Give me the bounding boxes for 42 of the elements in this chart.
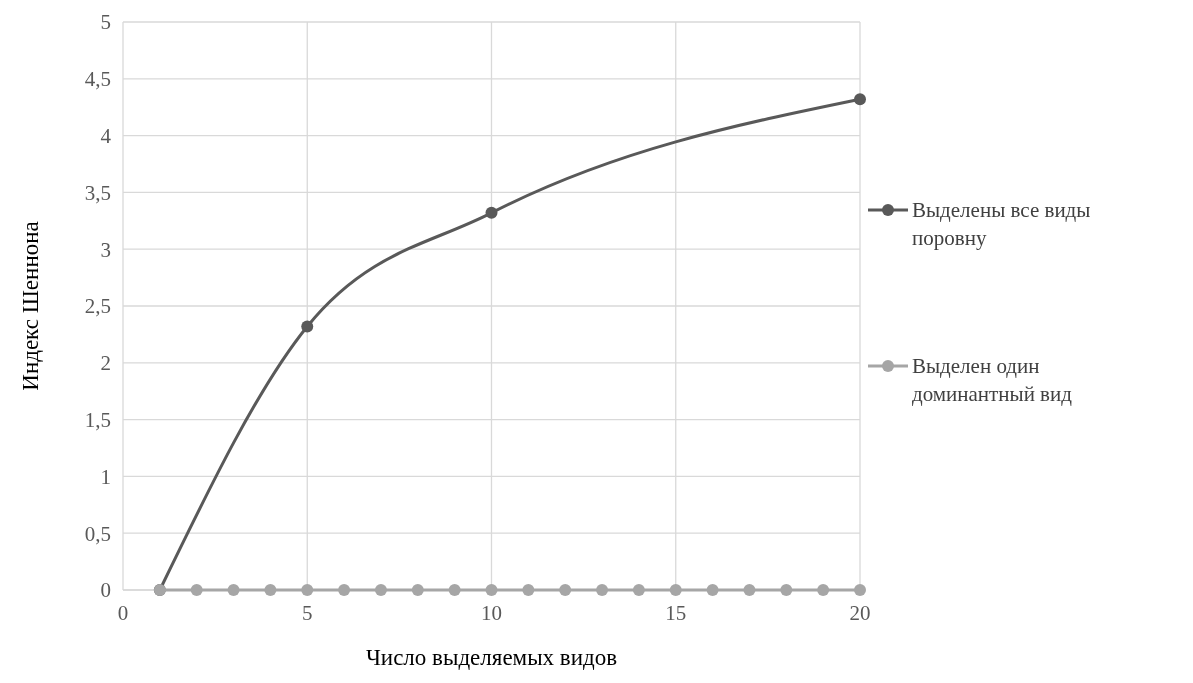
point xyxy=(522,584,535,596)
point xyxy=(854,93,866,106)
y-tick-label: 1,5 xyxy=(84,407,111,432)
y-tick-label: 3 xyxy=(100,237,111,262)
point xyxy=(817,584,830,596)
x-tick-label: 15 xyxy=(665,601,687,625)
x-tick-label: 20 xyxy=(849,601,871,625)
y-tick-label: 2 xyxy=(100,351,111,376)
point xyxy=(338,584,351,596)
y-tick-label: 4 xyxy=(100,123,112,148)
legend-label: Выделен один доминантный вид xyxy=(912,354,1073,407)
x-tick-label: 10 xyxy=(481,601,502,625)
point xyxy=(596,584,609,596)
y-tick-label: 2,5 xyxy=(84,294,111,319)
point xyxy=(780,584,793,596)
point xyxy=(374,584,387,596)
point xyxy=(669,584,682,596)
point xyxy=(448,584,461,596)
y-tick-label: 4,5 xyxy=(84,67,111,92)
point xyxy=(227,584,240,596)
y-tick-label: 1 xyxy=(100,464,111,489)
point xyxy=(854,584,866,596)
point xyxy=(190,584,203,596)
point xyxy=(301,584,314,596)
point xyxy=(559,584,572,596)
point xyxy=(632,584,645,596)
point xyxy=(706,584,719,596)
y-tick-label: 0 xyxy=(100,578,111,603)
legend-label: Выделены все виды поровну xyxy=(912,198,1091,251)
x-tick-label: 0 xyxy=(117,601,129,625)
x-axis-title: Число выделяемых видов xyxy=(365,645,618,670)
y-tick-label: 3,5 xyxy=(84,180,111,205)
y-tick-label: 5 xyxy=(100,10,111,35)
point xyxy=(485,206,498,219)
y-tick-label: 0,5 xyxy=(84,521,111,546)
point xyxy=(743,584,756,596)
point xyxy=(411,584,424,596)
point xyxy=(264,584,277,596)
x-tick-label: 5 xyxy=(302,601,313,625)
point xyxy=(485,584,498,596)
point xyxy=(301,320,314,333)
y-axis-title: Индекс Шеннона xyxy=(18,221,43,391)
